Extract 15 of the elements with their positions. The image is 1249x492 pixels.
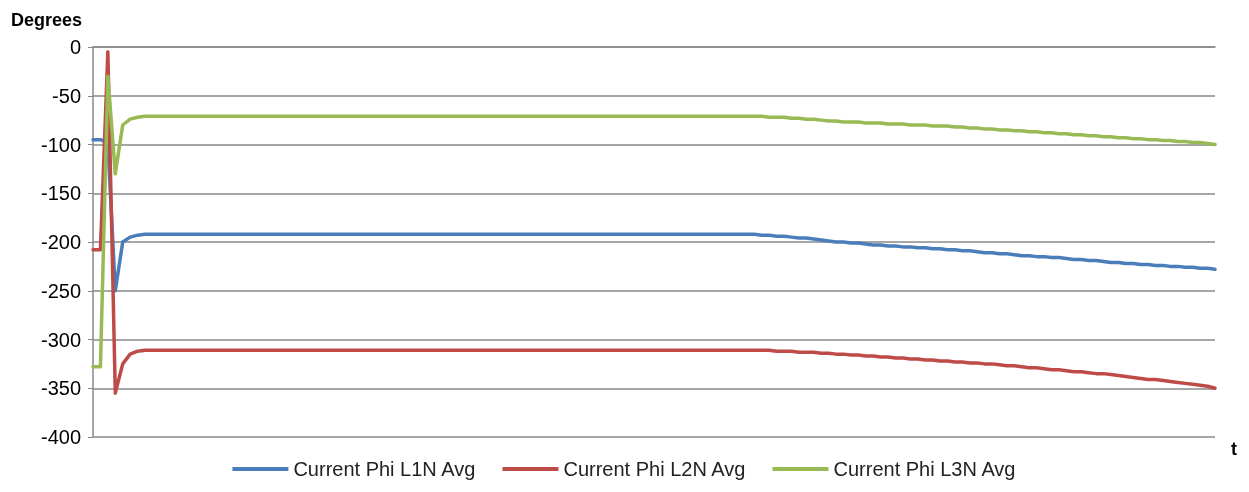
y-tick-label: -50 (52, 84, 81, 107)
legend-label: Current Phi L3N Avg (833, 458, 1016, 480)
y-tick-label: -400 (40, 426, 81, 448)
y-tick-label: -250 (40, 279, 81, 302)
y-tick-label: -150 (40, 182, 81, 205)
y-tick-label: -200 (40, 231, 81, 253)
y-axis-title: Degrees (11, 10, 83, 30)
y-tick-label: 0 (69, 36, 81, 58)
legend-label: Current Phi L2N Avg (563, 458, 746, 480)
y-tick-label: -350 (40, 377, 81, 400)
x-axis-title: t (1231, 439, 1238, 459)
y-tick-label: -300 (40, 328, 81, 351)
legend-label: Current Phi L1N Avg (293, 458, 476, 480)
y-tick-label: -100 (40, 133, 81, 156)
line-series (91, 137, 1217, 293)
